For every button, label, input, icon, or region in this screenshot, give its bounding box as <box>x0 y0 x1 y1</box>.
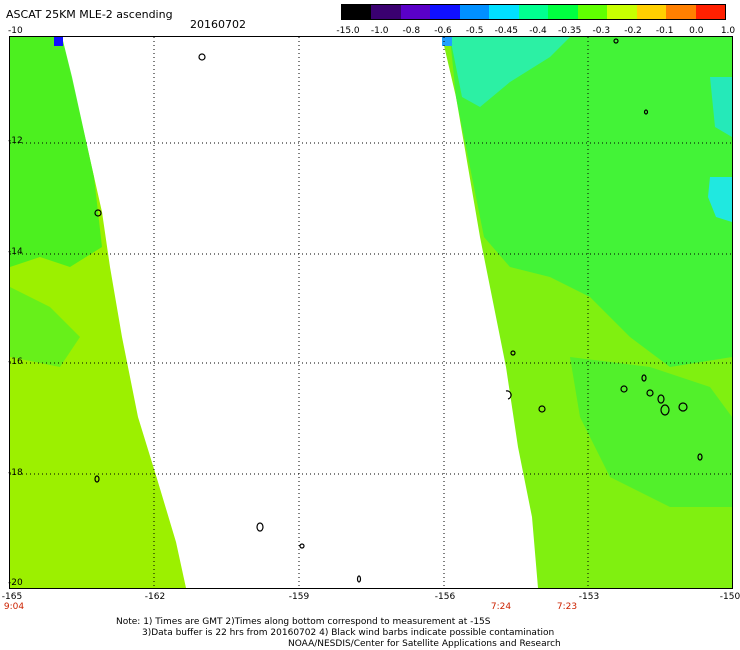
y-label-18: -18 <box>8 468 23 478</box>
colorbar-label: -0.4 <box>529 26 547 36</box>
colorbar-swatch <box>577 5 608 19</box>
colorbar-swatch <box>518 5 549 19</box>
footer-note-2: 3)Data buffer is 22 hrs from 20160702 4)… <box>142 628 555 638</box>
colorbar-swatch <box>342 5 372 19</box>
x-label-150: -150 <box>719 592 740 602</box>
colorbar-swatch <box>459 5 490 19</box>
colorbar-label: -1.0 <box>370 26 389 36</box>
footer-note-3: NOAA/NESDIS/Center for Satellite Applica… <box>288 639 561 649</box>
map-svg <box>10 37 732 588</box>
y-label-10: -10 <box>8 26 23 36</box>
colorbar-swatch <box>607 5 637 19</box>
y-label-12: -12 <box>8 136 23 146</box>
right-swath-blue-pixel <box>442 37 452 46</box>
colorbar-swatch <box>695 5 726 19</box>
colorbar-label: -15.0 <box>336 26 360 36</box>
colorbar-swatch <box>400 5 431 19</box>
colorbar-swatch <box>666 5 696 19</box>
colorbar-label: -0.8 <box>402 26 421 36</box>
right-swath-cyan-right <box>708 177 732 222</box>
colorbar-label: 1.0 <box>720 26 736 36</box>
x-label-165: -165 <box>1 592 23 602</box>
right-swath <box>442 37 732 588</box>
colorbar-swatch <box>489 5 519 19</box>
left-swath <box>10 37 186 588</box>
colorbar-label: -0.45 <box>494 26 518 36</box>
y-label-20: -20 <box>8 578 23 588</box>
island-outlines <box>94 38 703 583</box>
colorbar-swatch <box>548 5 578 19</box>
right-swath-cyan-top <box>450 37 570 107</box>
footer-note-1: Note: 1) Times are GMT 2)Times along bot… <box>116 617 491 627</box>
colorbar-label: 0.0 <box>689 26 704 36</box>
y-label-14: -14 <box>8 247 23 257</box>
left-swath-green-patch <box>10 287 80 367</box>
time-label-mid: 7:24 <box>490 602 512 612</box>
colorbar-label: -0.2 <box>624 26 642 36</box>
x-label-159: -159 <box>288 592 310 602</box>
x-label-153: -153 <box>578 592 600 602</box>
plot-title: ASCAT 25KM MLE-2 ascending <box>6 8 173 21</box>
colorbar-swatch <box>430 5 460 19</box>
colorbar <box>341 4 726 20</box>
right-swath-cyan-right-top <box>710 77 732 137</box>
right-swath-green-lower <box>570 357 732 507</box>
plot-date: 20160702 <box>190 18 246 31</box>
colorbar-label: -0.3 <box>592 26 611 36</box>
colorbar-swatch <box>371 5 401 19</box>
colorbar-label: -0.6 <box>434 26 452 36</box>
x-label-162: -162 <box>144 592 166 602</box>
colorbar-label: -0.1 <box>655 26 674 36</box>
time-label-right: 7:23 <box>556 602 578 612</box>
right-swath-green-region <box>450 37 732 367</box>
left-swath-green-band <box>10 37 102 267</box>
x-label-156: -156 <box>434 592 456 602</box>
colorbar-swatch <box>636 5 667 19</box>
y-label-16: -16 <box>8 357 23 367</box>
lat-lon-grid <box>10 37 732 588</box>
map-plot-area <box>9 36 733 589</box>
left-swath-blue-pixel <box>54 37 63 46</box>
colorbar-label: -0.5 <box>465 26 484 36</box>
colorbar-label: -0.35 <box>558 26 582 36</box>
time-label-left: 9:04 <box>3 602 25 612</box>
